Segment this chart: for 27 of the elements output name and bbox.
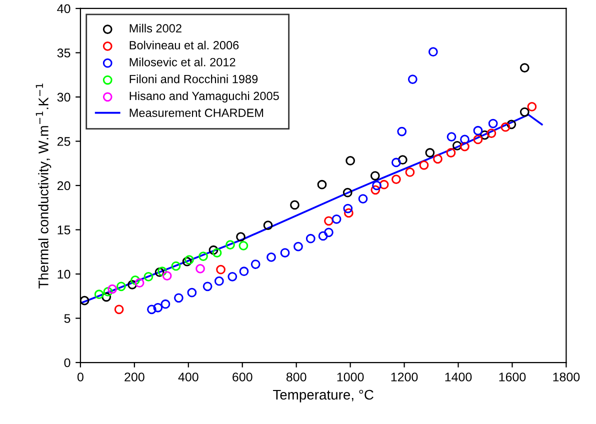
legend-label: Filoni and Rocchini 1989: [130, 74, 258, 84]
x-tick-label: 400: [178, 372, 198, 382]
x-tick-label: 1600: [499, 372, 526, 382]
x-axis-title: Temperature, °C: [273, 390, 374, 402]
y-tick-label: 30: [57, 92, 70, 102]
legend-label: Bolvineau et al. 2006: [130, 40, 239, 50]
legend-label: Milosevic et al. 2012: [130, 58, 236, 66]
y-axis-title: Thermal conductivity, W.m$^{−1}$.K$^{−1}$: [36, 84, 52, 288]
y-tick-label: 35: [57, 48, 70, 58]
y-tick-label: 20: [57, 181, 70, 190]
x-tick-label: 1400: [445, 372, 472, 382]
y-tick-label: 0: [64, 358, 70, 368]
y-tick-label: 40: [57, 4, 70, 14]
y-tick-label: 25: [57, 137, 70, 146]
y-tick-label: 10: [58, 270, 70, 279]
legend-label: Measurement CHARDEM: [130, 108, 264, 118]
legend-label: Mills 2002: [130, 24, 182, 32]
legend-label: Hisano and Yamaguchi 2005: [130, 91, 279, 102]
x-tick-label: 800: [286, 372, 306, 382]
y-tick-label: 5: [64, 314, 70, 323]
x-tick-label: 1000: [337, 372, 364, 382]
x-tick-label: 600: [232, 372, 252, 382]
x-tick-label: 200: [124, 372, 144, 382]
x-tick-label: 1200: [391, 372, 418, 382]
y-tick-label: 15: [58, 226, 70, 234]
x-tick-label: 1800: [553, 372, 580, 382]
x-tick-label: 0: [77, 372, 84, 382]
